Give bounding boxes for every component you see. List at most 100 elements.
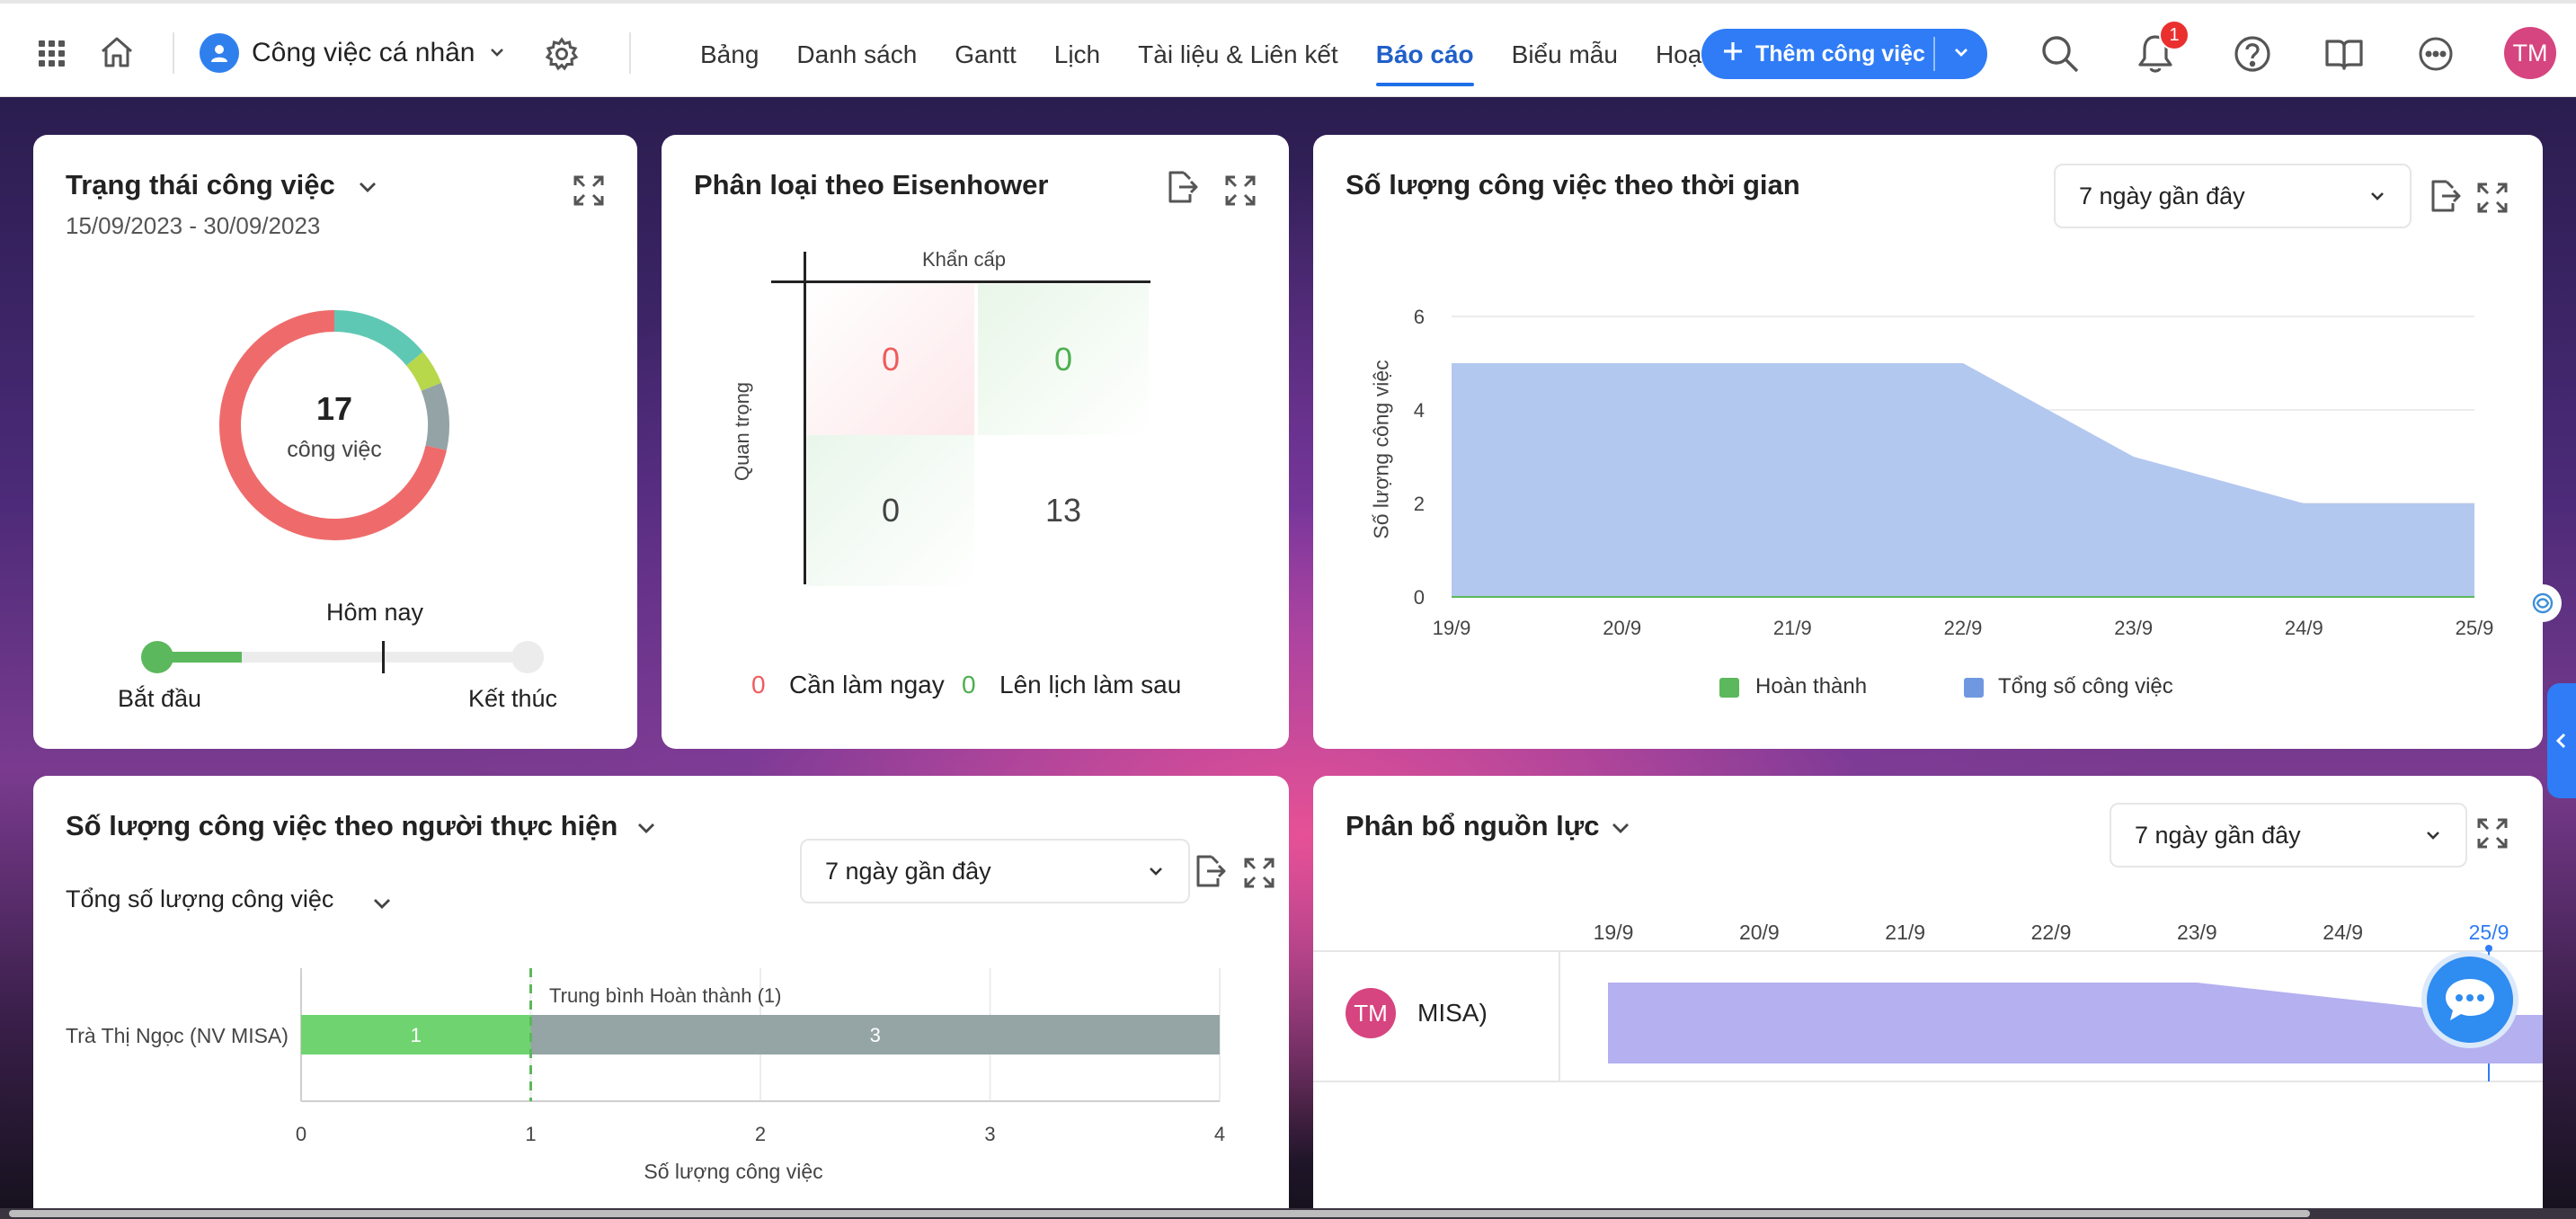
quadrant-do-now[interactable]: 0 [807, 284, 974, 435]
x-tick-label: 2 [755, 1123, 766, 1145]
expand-icon[interactable] [1221, 171, 1260, 210]
legend-schedule-label: Lên lịch làm sau [999, 671, 1182, 698]
chevron-down-icon [1150, 868, 1162, 876]
gear-icon[interactable] [537, 29, 587, 79]
chevron-left-icon [2555, 733, 2566, 749]
tab-bang[interactable]: Bảng [700, 40, 759, 68]
tab-danh-sach[interactable]: Danh sách [796, 40, 918, 68]
chevron-down-icon [2427, 832, 2439, 840]
donut-segment-teal [333, 310, 423, 366]
add-task-label: Thêm công việc [1755, 40, 1925, 67]
expand-icon[interactable] [2473, 178, 2512, 218]
eisenhower-card: Phân loại theo Eisenhower Khẩn cấp Quan … [662, 135, 1289, 749]
assignee-range-value: 7 ngày gần đây [825, 857, 991, 885]
donut-segment-gray [421, 382, 449, 450]
x-tick-label: 4 [1214, 1123, 1225, 1145]
scrollbar-thumb[interactable] [9, 1210, 2310, 1217]
tab-bieu-mau[interactable]: Biểu mẫu [1511, 40, 1618, 68]
timeline-y-axis-label: Số lượng công việc [1369, 360, 1393, 539]
apps-grid-icon[interactable] [27, 29, 77, 79]
search-icon[interactable] [2035, 29, 2085, 79]
quadrant-schedule[interactable]: 0 [978, 284, 1149, 435]
resource-card-title: Phân bổ nguồn lực [1346, 810, 1600, 841]
resource-row-name: MISA) [1417, 999, 1488, 1027]
bar-value-label: 1 [411, 1024, 422, 1046]
timeline-range-select[interactable]: 7 ngày gần đây [2054, 164, 2412, 228]
expand-icon[interactable] [1239, 853, 1279, 893]
legend-completed-swatch [1719, 678, 1739, 698]
legend-do-now-label: Cần làm ngay [789, 671, 945, 698]
legend-total-label: Tổng số công việc [1998, 674, 2173, 698]
day-label: 21/9 [1885, 921, 1925, 944]
workspace-selector[interactable]: Công việc cá nhân [200, 29, 506, 77]
status-card: Trạng thái công việc 15/09/2023 - 30/09/… [33, 135, 637, 749]
add-task-dropdown[interactable] [1935, 29, 1987, 79]
help-icon[interactable] [2227, 29, 2278, 79]
home-icon[interactable] [92, 27, 142, 77]
end-label: Kết thúc [468, 685, 558, 712]
user-avatar[interactable]: TM [2504, 27, 2556, 79]
timeline-range-value: 7 ngày gần đây [2079, 182, 2245, 209]
resource-range-select[interactable]: 7 ngày gần đây [2110, 803, 2467, 868]
chevron-down-icon[interactable] [348, 167, 387, 207]
export-icon[interactable] [2424, 176, 2464, 216]
y-tick-label: 2 [1414, 493, 1425, 515]
chevron-down-icon[interactable] [1601, 808, 1640, 848]
tab-tai-lieu[interactable]: Tài liệu & Liên kết [1138, 40, 1338, 68]
day-label: 19/9 [1594, 921, 1634, 944]
quadrant-delegate[interactable]: 0 [807, 435, 974, 586]
assignee-category-label: Trà Thị Ngọc (NV MISA) [66, 1024, 289, 1047]
eisenhower-card-title: Phân loại theo Eisenhower [694, 169, 1049, 200]
horizontal-scrollbar[interactable] [0, 1208, 2576, 1219]
axis-urgent: Khẩn cấp [922, 248, 1006, 271]
top-bar: Công việc cá nhân Bảng Danh sách Gantt L… [0, 0, 2576, 97]
total-label: công việc [287, 437, 382, 462]
export-icon[interactable] [1189, 851, 1229, 891]
workspace-name: Công việc cá nhân [252, 38, 475, 67]
x-tick-label: 0 [296, 1123, 306, 1145]
divider [1933, 37, 1935, 71]
assignee-bar-chart: 0 1 2 3 4 1 3 [296, 968, 1225, 1145]
chevron-down-icon[interactable] [362, 884, 402, 923]
assistant-icon[interactable] [2524, 584, 2562, 622]
book-icon[interactable] [2319, 29, 2369, 79]
add-task-button[interactable]: Thêm công việc [1701, 29, 1987, 79]
legend-completed-label: Hoàn thành [1755, 674, 1868, 698]
add-task-main[interactable]: Thêm công việc [1701, 29, 1933, 79]
plus-icon [1721, 40, 1745, 69]
assignee-card: Số lượng công việc theo người thực hiện … [33, 776, 1289, 1219]
today-label: Hôm nay [326, 599, 424, 626]
resource-load-area [1608, 983, 2543, 1063]
chevron-down-icon [2371, 192, 2384, 200]
more-icon[interactable] [2411, 29, 2461, 79]
export-icon[interactable] [1161, 167, 1201, 207]
timeline-progress [157, 652, 243, 663]
resource-card: Phân bổ nguồn lực 7 ngày gần đây 19/9 20/… [1313, 776, 2543, 1219]
donut-segment-coral [219, 310, 447, 540]
side-panel-toggle[interactable] [2547, 683, 2576, 798]
axis-line-vertical [804, 252, 806, 584]
tab-bao-cao[interactable]: Báo cáo [1357, 31, 1493, 86]
expand-icon[interactable] [569, 171, 608, 210]
x-tick-label: 21/9 [1773, 617, 1812, 639]
expand-icon[interactable] [2473, 814, 2512, 853]
quadrant-eliminate[interactable]: 13 [978, 435, 1149, 586]
assignee-metric[interactable]: Tổng số lượng công việc [66, 885, 334, 912]
y-tick-label: 0 [1414, 586, 1425, 609]
bar-segment-0 [301, 1015, 531, 1054]
tab-gantt[interactable]: Gantt [955, 40, 1017, 68]
axis-line-horizontal [771, 280, 1150, 283]
series-total-area [1452, 363, 2474, 597]
start-dot [141, 641, 173, 673]
chevron-down-icon[interactable] [626, 808, 666, 848]
day-label: 25/9 [2469, 921, 2509, 944]
average-label: Trung bình Hoàn thành (1) [549, 984, 782, 1007]
day-label: 24/9 [2323, 921, 2363, 944]
assignee-range-select[interactable]: 7 ngày gần đây [800, 839, 1190, 903]
avatar: TM [1346, 988, 1396, 1038]
tab-lich[interactable]: Lịch [1053, 40, 1101, 68]
start-label: Bắt đầu [118, 685, 202, 712]
chat-button[interactable] [2421, 951, 2518, 1048]
axis-important: Quan trọng [731, 381, 753, 482]
day-label: 20/9 [1739, 921, 1780, 944]
